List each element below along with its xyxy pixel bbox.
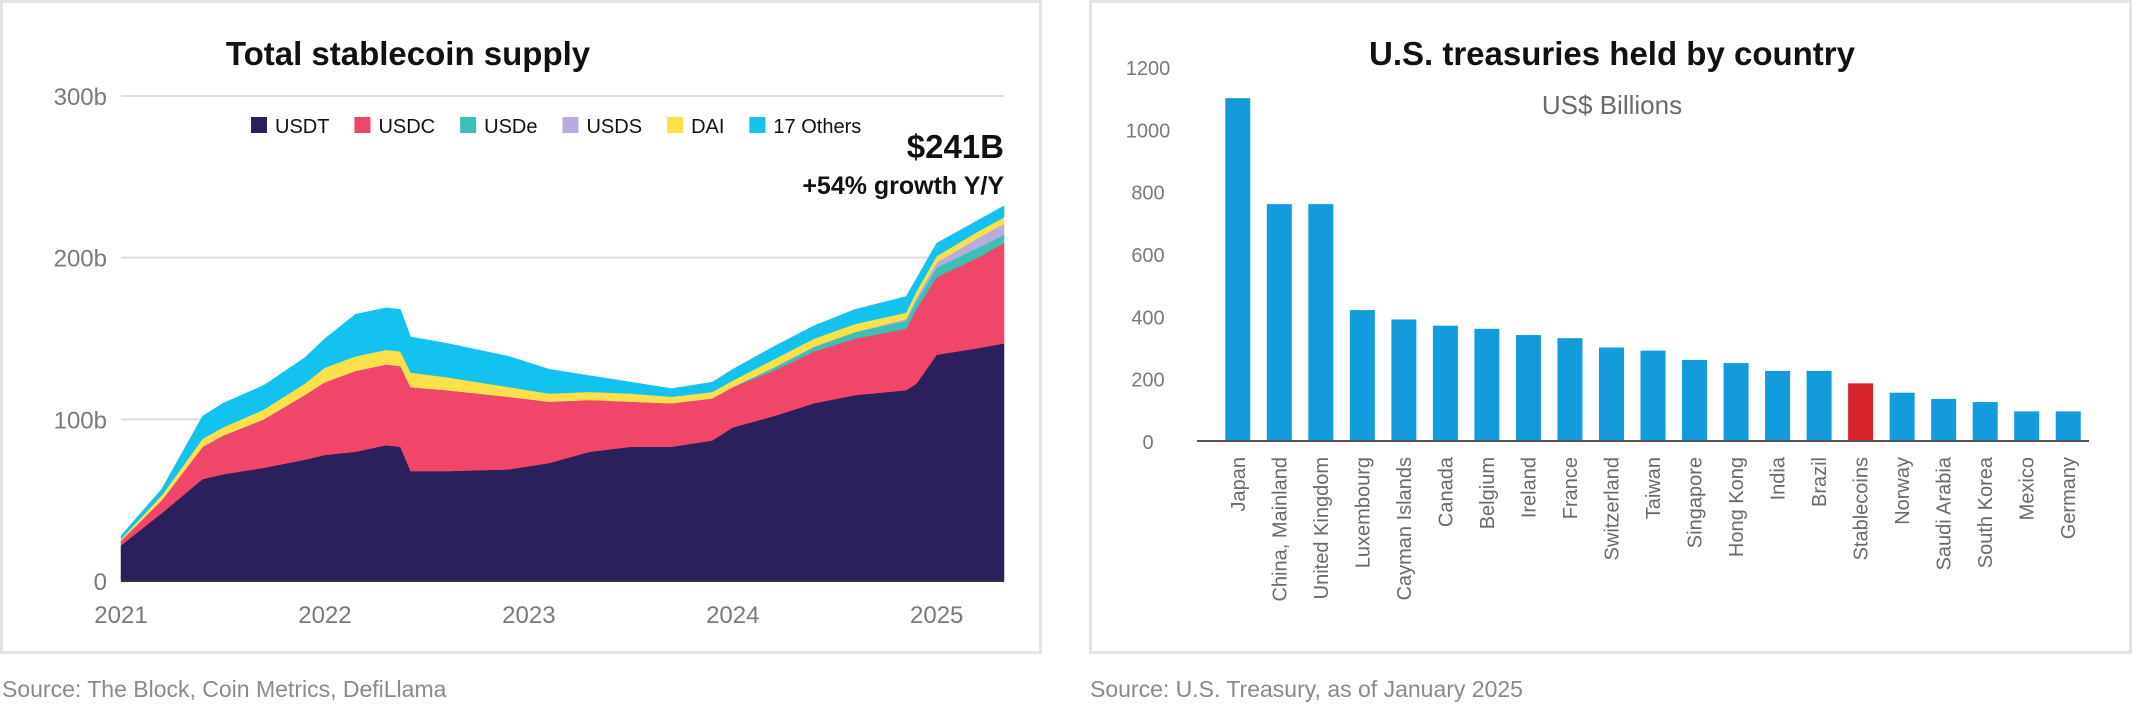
y-tick-label: 0 — [94, 569, 107, 596]
x-tick-label: Saudi Arabia — [1934, 456, 1956, 570]
x-tick-label: Cayman Islands — [1394, 457, 1416, 600]
y-tick-label: 200 — [1131, 370, 1164, 392]
bar-luxembourg — [1349, 310, 1375, 441]
source-note-right: Source: U.S. Treasury, as of January 202… — [1090, 676, 1523, 702]
stablecoin-supply-chart-panel: Total stablecoin supply 0 100b 200b 300b 202… — [0, 0, 1042, 654]
x-tick-label: Switzerland — [1601, 457, 1623, 560]
x-tick-label: Germany — [2058, 457, 2080, 539]
y-tick-label: 200b — [54, 246, 107, 273]
legend-item-17-others: 17 Others — [749, 116, 861, 138]
x-tick-label: South Korea — [1975, 456, 1997, 568]
total-supply-value: $241B — [907, 128, 1004, 165]
x-tick-label: Mexico — [2017, 457, 2039, 520]
bar-saudi-arabia — [1931, 398, 1957, 441]
bar-south-korea — [1972, 402, 1998, 441]
legend-swatch — [354, 117, 371, 133]
x-tick-label: Ireland — [1518, 457, 1540, 518]
x-tick-label: Belgium — [1477, 457, 1499, 529]
legend-swatch — [749, 117, 766, 133]
bar-france — [1557, 338, 1583, 441]
y-tick-label: 1000 — [1126, 120, 1171, 142]
treasuries-by-country-chart: U.S. treasuries held by country US$ Bill… — [1126, 35, 2089, 602]
legend-swatch — [667, 117, 684, 133]
legend-item-usde: USDe — [460, 116, 537, 138]
bar-germany — [2055, 411, 2081, 441]
bar-india — [1765, 370, 1791, 441]
x-tick-label: Hong Kong — [1726, 457, 1748, 557]
bar-japan — [1225, 98, 1251, 442]
bar-hong-kong — [1723, 363, 1749, 441]
x-tick-label: 2025 — [910, 602, 963, 629]
bar-china-mainland — [1266, 204, 1292, 441]
x-tick-label: India — [1768, 456, 1790, 500]
bar-ireland — [1515, 335, 1541, 441]
x-tick-label: Luxembourg — [1352, 457, 1374, 568]
x-tick-label: Singapore — [1685, 457, 1707, 548]
legend-label: USDC — [378, 116, 435, 138]
x-tick-label: France — [1560, 457, 1582, 519]
legend-label: DAI — [691, 116, 724, 138]
legend-item-usds: USDS — [562, 116, 642, 138]
legend-item-usdt: USDT — [251, 116, 329, 138]
bar-stablecoins — [1848, 383, 1874, 441]
x-tick-label: 2023 — [502, 602, 555, 629]
legend-label: USDS — [586, 116, 642, 138]
x-tick-label: United Kingdom — [1311, 457, 1333, 599]
legend-label: USDT — [275, 116, 329, 138]
bar-united-kingdom — [1308, 204, 1334, 441]
area-series-17-others — [120, 205, 1005, 540]
bar-belgium — [1474, 328, 1500, 441]
x-tick-label: Japan — [1228, 457, 1250, 512]
chart-subtitle: US$ Billions — [1542, 90, 1682, 120]
x-tick-label: Taiwan — [1643, 457, 1665, 519]
bar-cayman-islands — [1391, 319, 1417, 441]
bar-norway — [1889, 392, 1915, 441]
x-tick-label: Norway — [1892, 457, 1914, 525]
x-tick-label: 2021 — [94, 602, 147, 629]
y-tick-label: 800 — [1131, 183, 1164, 205]
x-tick-label: Stablecoins — [1851, 457, 1873, 560]
legend-swatch — [562, 117, 579, 133]
legend-item-dai: DAI — [667, 116, 724, 138]
x-tick-label: Canada — [1435, 456, 1457, 527]
x-tick-label: 2022 — [298, 602, 351, 629]
legend-swatch — [251, 117, 267, 133]
x-tick-label: Brazil — [1809, 457, 1831, 507]
x-tick-label: 2024 — [706, 602, 759, 629]
bar-taiwan — [1640, 350, 1666, 441]
y-tick-label: 100b — [54, 407, 107, 434]
y-tick-label: 0 — [1142, 432, 1153, 454]
bar-mexico — [2014, 411, 2040, 441]
y-tick-label: 400 — [1131, 307, 1164, 329]
bar-brazil — [1806, 370, 1832, 441]
legend-label: 17 Others — [773, 116, 861, 138]
y-tick-label: 600 — [1131, 245, 1164, 267]
x-tick-label: China, Mainland — [1269, 457, 1291, 602]
chart-title: Total stablecoin supply — [226, 35, 591, 72]
source-note-left: Source: The Block, Coin Metrics, DefiLla… — [2, 676, 447, 702]
stablecoin-supply-chart: Total stablecoin supply 0 100b 200b 300b 202… — [54, 35, 1005, 629]
legend-item-usdc: USDC — [354, 116, 435, 138]
y-tick-label: 300b — [54, 84, 107, 111]
y-tick-label: 1200 — [1126, 58, 1171, 80]
treasuries-chart-panel: U.S. treasuries held by country US$ Bill… — [1089, 0, 2132, 654]
bar-canada — [1432, 325, 1458, 441]
chart-title: U.S. treasuries held by country — [1369, 35, 1856, 72]
bar-switzerland — [1598, 347, 1624, 441]
growth-annotation: +54% growth Y/Y — [802, 172, 1004, 200]
legend-label: USDe — [484, 116, 537, 138]
legend-swatch — [460, 117, 477, 133]
bar-singapore — [1682, 359, 1708, 441]
